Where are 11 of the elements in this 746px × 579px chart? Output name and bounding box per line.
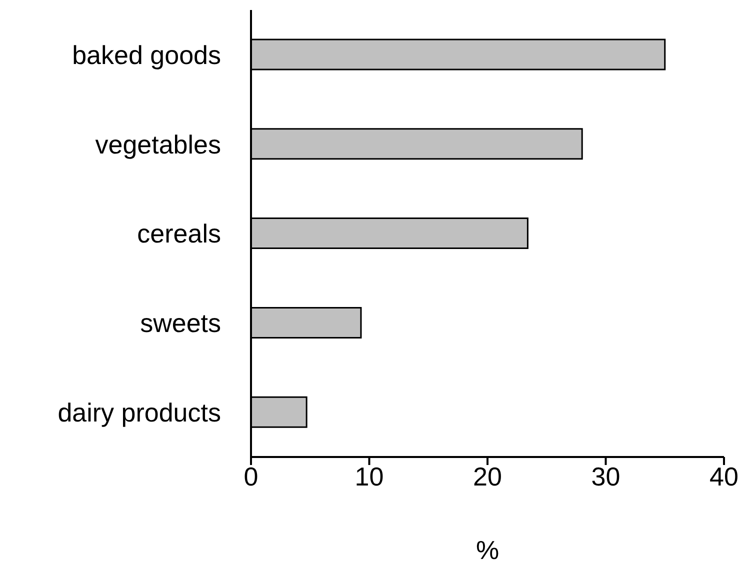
x-axis-title: % <box>476 535 500 565</box>
y-tick-label: dairy products <box>58 398 221 428</box>
y-tick-label: baked goods <box>72 40 221 70</box>
x-tick-label: 10 <box>354 461 384 492</box>
x-tick-label: 0 <box>244 461 258 492</box>
x-tick-label: 20 <box>473 461 502 492</box>
y-tick-label: cereals <box>137 218 221 249</box>
y-tick-label: vegetables <box>95 129 221 160</box>
y-tick-label: sweets <box>140 308 221 338</box>
x-tick-label: 40 <box>710 461 738 492</box>
x-tick-label: 30 <box>591 461 620 492</box>
